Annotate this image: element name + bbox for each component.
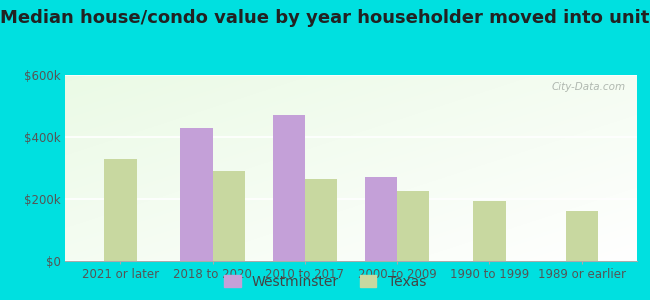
Bar bbox=[397, 191, 430, 261]
Bar bbox=[213, 171, 245, 261]
Bar bbox=[180, 128, 213, 261]
Text: City-Data.com: City-Data.com bbox=[551, 82, 625, 92]
Bar bbox=[473, 200, 506, 261]
Bar bbox=[566, 212, 598, 261]
Bar bbox=[104, 159, 136, 261]
Bar bbox=[272, 115, 305, 261]
Legend: Westminster, Texas: Westminster, Texas bbox=[220, 271, 430, 293]
Text: Median house/condo value by year householder moved into unit: Median house/condo value by year househo… bbox=[0, 9, 650, 27]
Bar bbox=[365, 177, 397, 261]
Bar bbox=[305, 179, 337, 261]
